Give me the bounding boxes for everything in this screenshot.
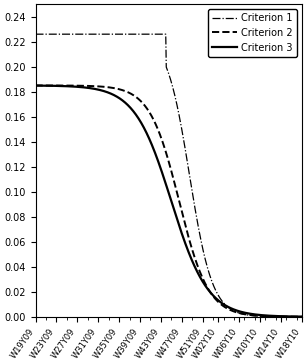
Criterion 3 <box>34 83 37 88</box>
Criterion 1 <box>252 313 256 318</box>
Criterion 2 <box>252 313 256 317</box>
Line: Criterion 2: Criterion 2 <box>35 86 302 317</box>
Criterion 3 <box>192 263 196 267</box>
Criterion 1 <box>178 116 181 120</box>
Criterion 3 <box>162 175 166 179</box>
Criterion 1 <box>160 32 164 36</box>
Criterion 1 <box>293 314 297 319</box>
Criterion 1 <box>162 32 166 36</box>
Criterion 2 <box>300 314 304 319</box>
Criterion 1 <box>34 32 37 36</box>
Criterion 2 <box>34 83 37 88</box>
Criterion 2 <box>162 143 166 147</box>
Criterion 2 <box>192 253 196 258</box>
Line: Criterion 3: Criterion 3 <box>35 86 302 317</box>
Criterion 3 <box>300 314 304 319</box>
Criterion 1 <box>300 314 304 319</box>
Criterion 3 <box>293 314 297 319</box>
Criterion 2 <box>178 201 181 205</box>
Line: Criterion 1: Criterion 1 <box>35 34 302 317</box>
Criterion 2 <box>160 138 164 142</box>
Criterion 3 <box>252 312 256 316</box>
Criterion 3 <box>178 225 181 229</box>
Legend: Criterion 1, Criterion 2, Criterion 3: Criterion 1, Criterion 2, Criterion 3 <box>208 9 297 56</box>
Criterion 1 <box>192 201 196 205</box>
Criterion 3 <box>160 170 164 175</box>
Criterion 2 <box>293 314 297 319</box>
